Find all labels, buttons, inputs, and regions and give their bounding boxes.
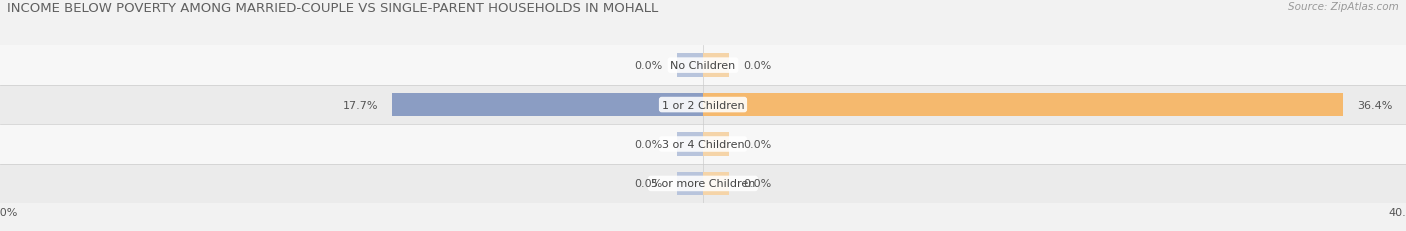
- Text: INCOME BELOW POVERTY AMONG MARRIED-COUPLE VS SINGLE-PARENT HOUSEHOLDS IN MOHALL: INCOME BELOW POVERTY AMONG MARRIED-COUPL…: [7, 2, 658, 15]
- Text: 0.0%: 0.0%: [744, 139, 772, 149]
- Text: Source: ZipAtlas.com: Source: ZipAtlas.com: [1288, 2, 1399, 12]
- Bar: [703, 93, 1343, 117]
- Bar: [703, 133, 730, 156]
- Bar: [676, 93, 703, 117]
- Bar: [676, 133, 703, 156]
- Bar: [676, 54, 703, 78]
- Text: 3 or 4 Children: 3 or 4 Children: [662, 139, 744, 149]
- Bar: [676, 172, 703, 195]
- Bar: [0, 85, 1406, 125]
- Text: No Children: No Children: [671, 61, 735, 71]
- Text: 0.0%: 0.0%: [634, 179, 662, 189]
- Bar: [703, 93, 730, 117]
- Text: 17.7%: 17.7%: [343, 100, 378, 110]
- Text: 5 or more Children: 5 or more Children: [651, 179, 755, 189]
- Bar: [392, 93, 703, 117]
- Text: 0.0%: 0.0%: [744, 61, 772, 71]
- Bar: [0, 164, 1406, 203]
- Text: 36.4%: 36.4%: [1357, 100, 1392, 110]
- Text: 1 or 2 Children: 1 or 2 Children: [662, 100, 744, 110]
- Text: 0.0%: 0.0%: [634, 61, 662, 71]
- Bar: [0, 125, 1406, 164]
- Text: 0.0%: 0.0%: [744, 179, 772, 189]
- Bar: [703, 54, 730, 78]
- Bar: [703, 172, 730, 195]
- Bar: [0, 46, 1406, 85]
- Text: 0.0%: 0.0%: [634, 139, 662, 149]
